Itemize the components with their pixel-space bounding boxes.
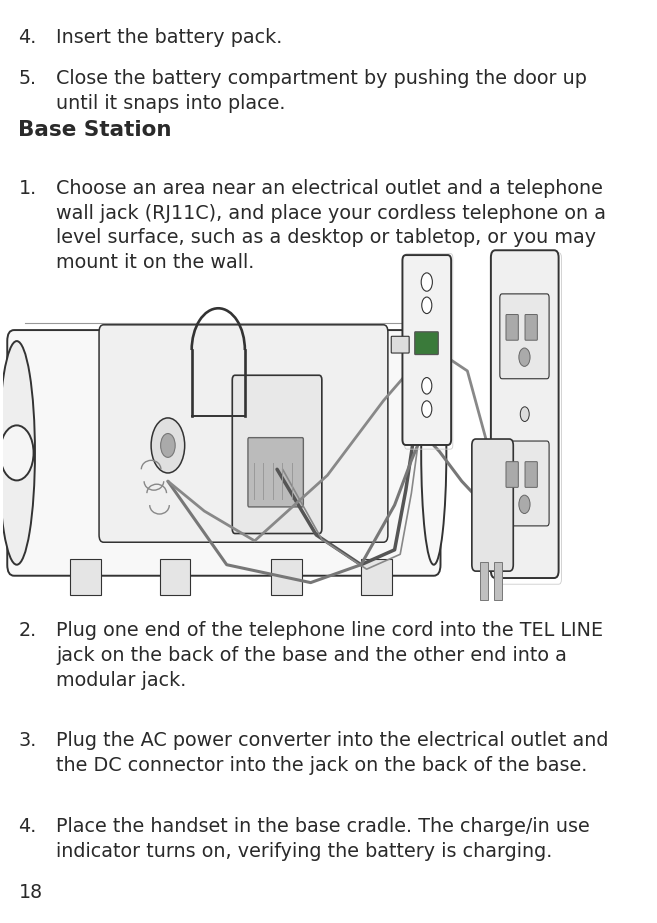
Text: 4.: 4. bbox=[18, 29, 37, 47]
FancyBboxPatch shape bbox=[248, 438, 304, 507]
Text: Place the handset in the base cradle. The charge/in use
indicator turns on, veri: Place the handset in the base cradle. Th… bbox=[56, 818, 590, 861]
Circle shape bbox=[151, 418, 185, 473]
Text: Base Station: Base Station bbox=[18, 120, 172, 140]
FancyBboxPatch shape bbox=[403, 255, 451, 445]
Text: 2.: 2. bbox=[18, 621, 37, 641]
FancyBboxPatch shape bbox=[7, 330, 440, 576]
Ellipse shape bbox=[421, 342, 446, 565]
Ellipse shape bbox=[0, 342, 35, 565]
FancyBboxPatch shape bbox=[472, 439, 513, 571]
FancyBboxPatch shape bbox=[233, 376, 322, 533]
Circle shape bbox=[0, 426, 34, 481]
Text: 4.: 4. bbox=[18, 818, 37, 836]
Circle shape bbox=[520, 407, 530, 422]
Text: 18: 18 bbox=[18, 883, 43, 902]
FancyBboxPatch shape bbox=[500, 294, 549, 378]
FancyBboxPatch shape bbox=[391, 336, 409, 353]
Circle shape bbox=[422, 297, 432, 314]
Text: 5.: 5. bbox=[18, 69, 37, 88]
Bar bbox=[494, 562, 501, 601]
Text: 1.: 1. bbox=[18, 179, 37, 198]
Circle shape bbox=[519, 348, 530, 366]
Circle shape bbox=[160, 434, 175, 458]
Circle shape bbox=[422, 401, 432, 417]
Text: 3.: 3. bbox=[18, 731, 37, 750]
FancyBboxPatch shape bbox=[491, 250, 558, 578]
Text: Plug the AC power converter into the electrical outlet and
the DC connector into: Plug the AC power converter into the ele… bbox=[56, 731, 608, 775]
FancyBboxPatch shape bbox=[500, 441, 549, 526]
Text: Plug one end of the telephone line cord into the TEL LINE
jack on the back of th: Plug one end of the telephone line cord … bbox=[56, 621, 603, 689]
Text: Insert the battery pack.: Insert the battery pack. bbox=[56, 29, 283, 47]
Circle shape bbox=[422, 378, 432, 394]
Bar bbox=[160, 558, 191, 594]
Bar bbox=[271, 558, 302, 594]
FancyBboxPatch shape bbox=[525, 462, 537, 487]
Circle shape bbox=[519, 495, 530, 513]
Bar bbox=[70, 558, 101, 594]
Bar bbox=[480, 562, 487, 601]
Text: Close the battery compartment by pushing the door up
until it snaps into place.: Close the battery compartment by pushing… bbox=[56, 69, 587, 113]
FancyBboxPatch shape bbox=[99, 325, 388, 542]
Text: Choose an area near an electrical outlet and a telephone
wall jack (RJ11C), and : Choose an area near an electrical outlet… bbox=[56, 179, 606, 272]
Bar bbox=[361, 558, 392, 594]
FancyBboxPatch shape bbox=[525, 315, 537, 341]
FancyBboxPatch shape bbox=[506, 315, 518, 341]
FancyBboxPatch shape bbox=[415, 332, 438, 354]
Circle shape bbox=[421, 273, 432, 292]
FancyBboxPatch shape bbox=[506, 462, 518, 487]
